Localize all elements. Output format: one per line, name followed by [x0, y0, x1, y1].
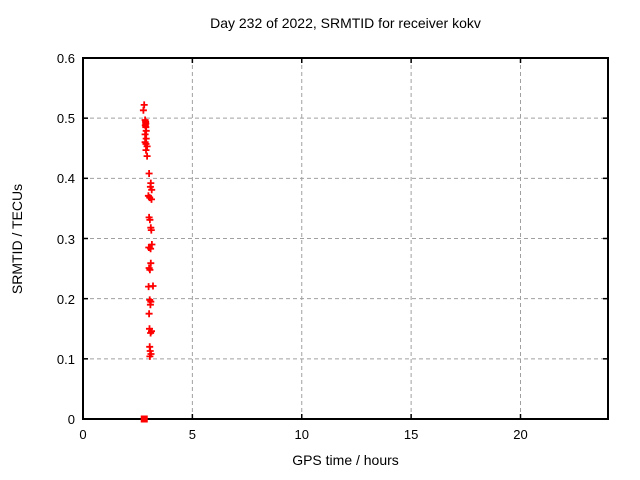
x-tick-label: 5	[188, 427, 196, 442]
x-axis-title: GPS time / hours	[292, 452, 399, 468]
y-tick-label: 0	[67, 412, 75, 427]
plot-area	[82, 57, 609, 423]
x-tick-label: 10	[294, 427, 309, 442]
x-tick-label: 15	[403, 427, 419, 442]
x-tick-label: 20	[513, 427, 528, 442]
y-tick-label: 0.2	[56, 291, 75, 307]
data-point-square	[140, 415, 148, 423]
plot-border	[82, 57, 609, 420]
plot-canvas	[82, 57, 609, 423]
y-tick-label: 0.4	[56, 171, 75, 187]
chart-title: Day 232 of 2022, SRMTID for receiver kok…	[210, 15, 481, 31]
y-tick-label: 0.1	[56, 351, 75, 367]
data-points-plus	[139, 101, 157, 360]
y-tick-label: 0.5	[56, 111, 75, 127]
x-tick-label: 0	[79, 427, 87, 442]
y-tick-label: 0.6	[56, 51, 75, 66]
y-tick-label: 0.3	[56, 231, 75, 247]
